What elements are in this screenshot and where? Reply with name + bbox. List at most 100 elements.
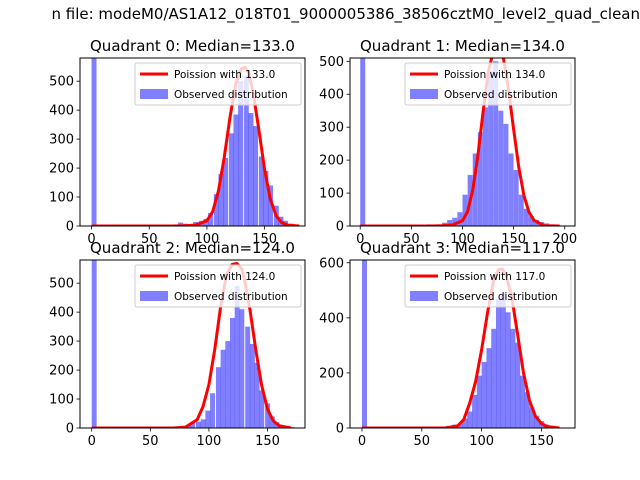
- x-tick-label: 100: [195, 232, 220, 247]
- legend-bar-swatch: [410, 291, 438, 301]
- x-tick-label: 0: [88, 434, 96, 449]
- histogram-bar: [208, 212, 214, 226]
- quadrant-3-chart: 0 50 100 150 0 200 400 600 Quadrant 3: Median=11…: [319, 239, 576, 449]
- histogram-bar: [519, 375, 525, 428]
- histogram-bar: [360, 58, 366, 226]
- y-tick-label: 100: [49, 191, 74, 206]
- histogram-bar: [233, 114, 239, 226]
- legend-line-label: Poission with 117.0: [444, 271, 545, 283]
- y-tick-label: 100: [49, 393, 74, 408]
- histogram-bar: [253, 126, 259, 226]
- histogram-bar: [493, 61, 499, 226]
- histogram-bar: [491, 328, 497, 428]
- histogram-bar: [488, 71, 494, 226]
- x-tick-label: 100: [469, 434, 494, 449]
- x-tick-label: 0: [87, 232, 95, 247]
- histogram-bar: [259, 390, 265, 428]
- histogram-bar: [223, 157, 229, 226]
- quadrant-2-chart: 0 50 100 150 0 100 200 300 400 500 Quadrant 2: Med…: [49, 239, 306, 449]
- histogram-bar: [234, 286, 240, 428]
- histogram-bar: [248, 113, 254, 226]
- histogram-bar: [462, 194, 468, 226]
- histogram-bar: [254, 362, 260, 428]
- x-tick-label: 100: [196, 434, 221, 449]
- x-tick-label: 50: [142, 434, 159, 449]
- y-tick-label: 0: [66, 422, 74, 437]
- figure-suptitle: n file: modeM0/AS1A12_018T01_9000005386_…: [51, 5, 640, 24]
- histogram-bar: [498, 110, 504, 226]
- histogram-bar: [500, 293, 506, 428]
- histogram-bar: [263, 170, 269, 226]
- histogram-bar: [230, 317, 235, 428]
- histogram-bar: [472, 153, 478, 226]
- poisson-curve-group: [360, 58, 560, 226]
- histogram-bar: [178, 222, 184, 226]
- legend-bar-label: Observed distribution: [174, 89, 288, 101]
- legend-line-label: Poission with 124.0: [174, 271, 275, 283]
- x-tick-label: 150: [255, 434, 280, 449]
- histogram-bar: [91, 260, 97, 428]
- histogram-bar: [482, 107, 488, 226]
- histogram-bar: [91, 58, 97, 226]
- quadrant-1-title: Quadrant 1: Median=134.0: [360, 37, 565, 55]
- x-tick-label: 0: [358, 434, 366, 449]
- y-tick-label: 0: [336, 220, 344, 235]
- histogram-bar: [477, 132, 483, 226]
- histogram-bars: [91, 58, 299, 226]
- histogram-bar: [528, 216, 534, 226]
- histogram-bars: [91, 260, 295, 428]
- y-tick-label: 200: [49, 162, 74, 177]
- histogram-bar: [472, 394, 478, 428]
- legend-bar-swatch: [140, 89, 168, 99]
- histogram-bar: [228, 133, 234, 226]
- histogram-bar: [213, 194, 219, 226]
- y-tick-label: 400: [319, 88, 344, 103]
- legend-box: [404, 62, 572, 106]
- histogram-bar: [486, 348, 492, 428]
- y-tick-label: 100: [319, 187, 344, 202]
- histogram-bar: [462, 418, 468, 428]
- histogram-bar: [476, 375, 482, 428]
- histogram-bar: [269, 416, 275, 428]
- y-tick-label: 400: [49, 306, 74, 321]
- histogram-bar: [515, 342, 521, 428]
- histogram-bar: [508, 153, 514, 226]
- histogram-bar: [524, 392, 530, 428]
- y-tick-label: 200: [319, 366, 344, 381]
- x-tick-label: 0: [356, 232, 364, 247]
- histogram-bar: [523, 208, 529, 226]
- histogram-bar: [245, 326, 251, 428]
- poisson-curve: [91, 262, 292, 428]
- axes-frame: [79, 259, 306, 429]
- legend-bar-label: Observed distribution: [444, 291, 558, 303]
- histogram-bar: [534, 415, 540, 428]
- histogram-bar: [457, 423, 463, 428]
- histogram-bar: [529, 407, 535, 428]
- x-tick-label: 150: [501, 232, 526, 247]
- histogram-bar: [218, 173, 224, 226]
- legend: Poission with 124.0 Observed distribution: [134, 264, 302, 308]
- y-tick-label: 400: [319, 311, 344, 326]
- histogram-bars: [361, 260, 559, 428]
- histogram-bar: [452, 217, 458, 226]
- histogram-bar: [457, 212, 463, 226]
- y-tick-label: 500: [49, 75, 74, 90]
- legend: Poission with 134.0 Observed distribution: [404, 62, 572, 106]
- histogram-bar: [496, 298, 502, 428]
- quadrant-0-title: Quadrant 0: Median=133.0: [90, 37, 295, 55]
- y-tick-label: 300: [49, 133, 74, 148]
- legend-bar-swatch: [140, 291, 168, 301]
- legend: Poission with 117.0 Observed distribution: [404, 264, 572, 308]
- x-tick-label: 50: [414, 434, 431, 449]
- quadrant-1-chart: 0 50 100 150 200 0 100 200 300 400 500 Quadrant 1: …: [319, 37, 577, 247]
- histogram-bar: [268, 185, 274, 226]
- histogram-bar: [205, 410, 211, 428]
- histogram-bar: [481, 361, 487, 428]
- poisson-curve: [360, 58, 560, 226]
- histogram-bar: [239, 309, 245, 428]
- x-tick-label: 100: [450, 232, 475, 247]
- histogram-bar: [518, 194, 524, 226]
- histogram-bar: [210, 393, 215, 428]
- y-tick-label: 200: [319, 154, 344, 169]
